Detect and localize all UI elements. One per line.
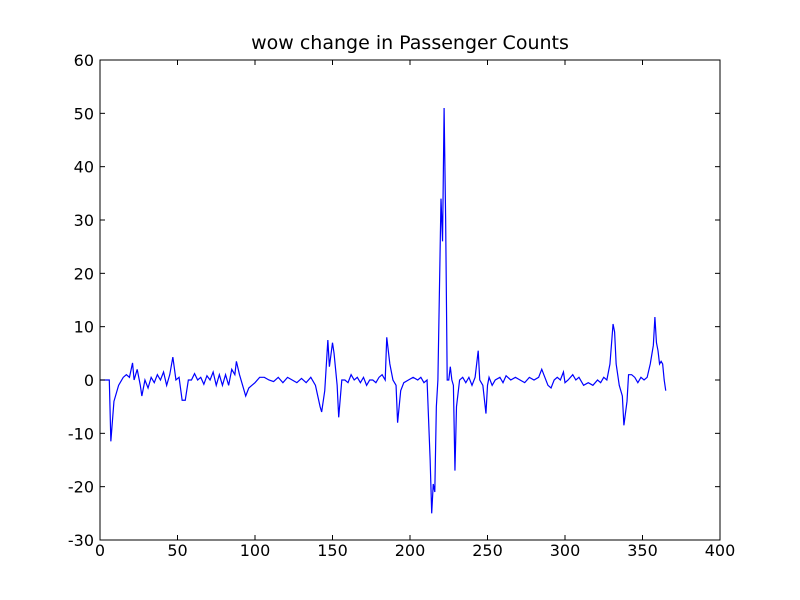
chart-title: wow change in Passenger Counts bbox=[251, 32, 569, 54]
x-tick-label: 250 bbox=[472, 541, 503, 560]
y-tick-label: 60 bbox=[74, 51, 94, 70]
x-tick-label: 150 bbox=[317, 541, 348, 560]
x-tick-label: 200 bbox=[395, 541, 426, 560]
data-line bbox=[100, 107, 667, 514]
x-tick-label: 400 bbox=[705, 541, 736, 560]
x-tick-label: 50 bbox=[167, 541, 187, 560]
x-tick-label: 100 bbox=[240, 541, 271, 560]
y-tick-label: 10 bbox=[74, 318, 94, 337]
x-tick-label: 300 bbox=[550, 541, 581, 560]
y-tick-label: 0 bbox=[84, 371, 94, 390]
y-tick-label: -20 bbox=[68, 478, 94, 497]
y-tick-label: -10 bbox=[68, 424, 94, 443]
y-tick-label: 40 bbox=[74, 158, 94, 177]
x-tick-label: 350 bbox=[627, 541, 658, 560]
y-tick-label: 50 bbox=[74, 104, 94, 123]
y-tick-label: 20 bbox=[74, 264, 94, 283]
y-tick-label: 30 bbox=[74, 211, 94, 230]
y-tick-label: -30 bbox=[68, 531, 94, 550]
x-tick-label: 0 bbox=[95, 541, 105, 560]
